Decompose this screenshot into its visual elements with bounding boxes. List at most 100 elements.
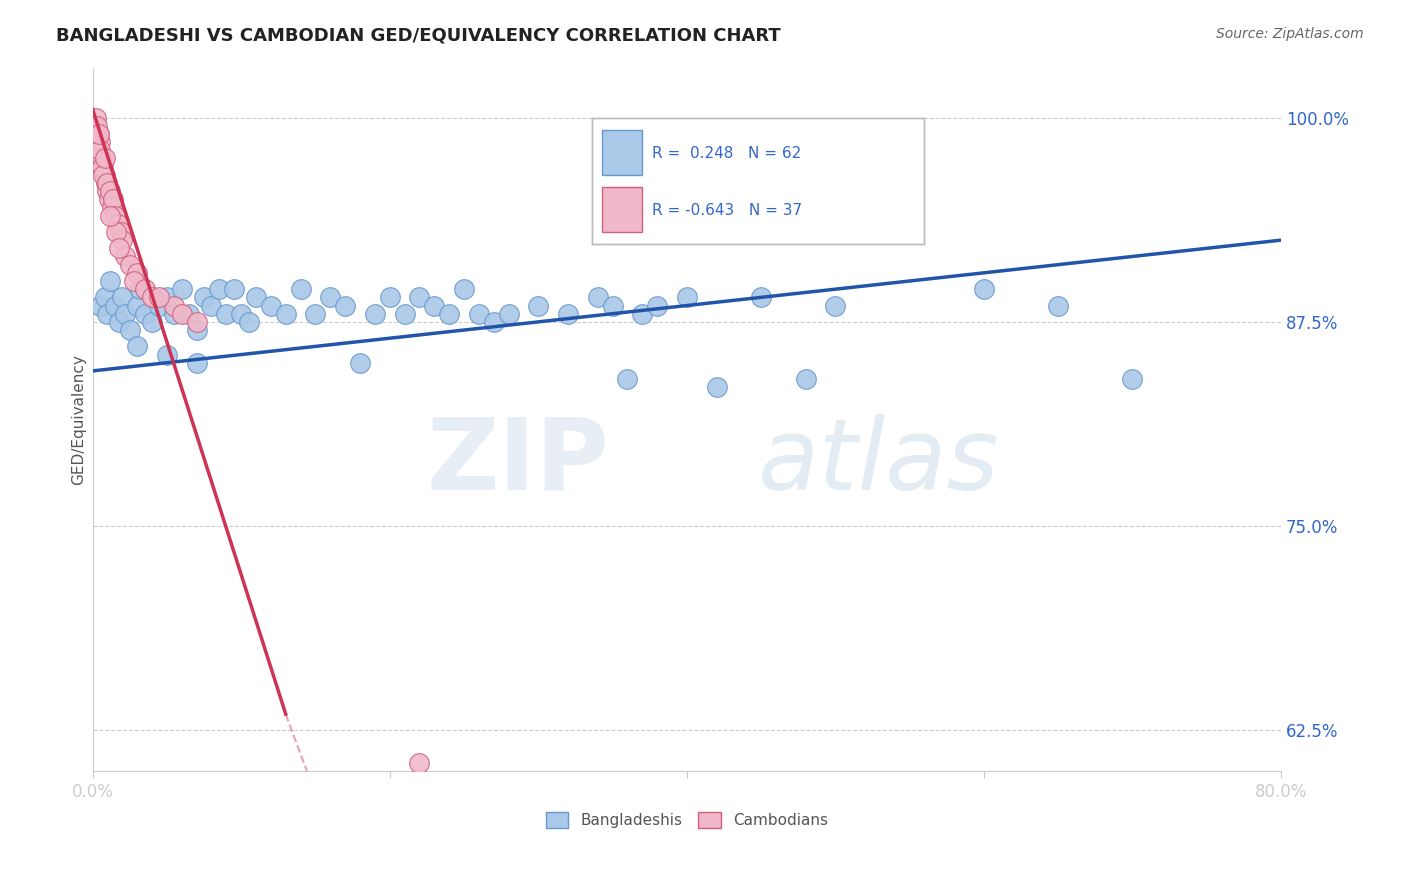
Point (108, 315, 131, 329)
Point (408, 756, 430, 771)
Point (468, 307, 491, 321)
Point (186, 323, 208, 337)
Point (163, 307, 186, 321)
Point (453, 282, 475, 296)
Point (96, 307, 118, 321)
Point (527, 299, 550, 313)
Point (179, 307, 201, 321)
Point (557, 307, 579, 321)
Point (93, 290, 115, 304)
Point (96, 176, 118, 190)
Point (586, 290, 609, 304)
Point (349, 356, 371, 370)
Point (602, 299, 624, 313)
Point (141, 290, 163, 304)
Point (127, 339, 149, 353)
Point (129, 282, 152, 296)
Point (200, 299, 222, 313)
Point (631, 307, 654, 321)
Point (89, 143, 111, 157)
Point (87, 127, 110, 141)
Point (111, 290, 134, 304)
Point (90, 160, 112, 174)
Point (378, 290, 401, 304)
Point (482, 315, 505, 329)
Point (134, 282, 156, 296)
Point (103, 192, 125, 206)
Point (134, 307, 156, 321)
Point (96, 184, 118, 198)
Point (93, 168, 115, 182)
Point (101, 201, 124, 215)
Point (141, 315, 163, 329)
Point (231, 307, 253, 321)
Point (675, 290, 697, 304)
Point (98, 192, 121, 206)
Point (364, 307, 387, 321)
Point (794, 372, 817, 386)
Point (274, 307, 297, 321)
Point (111, 233, 134, 247)
Point (706, 380, 728, 394)
Point (749, 290, 772, 304)
Point (127, 299, 149, 313)
Point (122, 274, 145, 288)
Text: Source: ZipAtlas.com: Source: ZipAtlas.com (1216, 27, 1364, 41)
Point (108, 241, 131, 255)
Point (127, 266, 149, 280)
Point (90, 152, 112, 166)
Point (104, 299, 127, 313)
Text: BANGLADESHI VS CAMBODIAN GED/EQUIVALENCY CORRELATION CHART: BANGLADESHI VS CAMBODIAN GED/EQUIVALENCY… (56, 27, 780, 45)
Point (91, 160, 114, 174)
Point (89, 135, 111, 149)
Y-axis label: GED/Equivalency: GED/Equivalency (72, 354, 86, 485)
Point (163, 299, 186, 313)
Point (304, 307, 326, 321)
Legend: Bangladeshis, Cambodians: Bangladeshis, Cambodians (540, 805, 834, 834)
Point (245, 290, 267, 304)
Point (973, 282, 995, 296)
Point (215, 307, 238, 321)
Point (110, 225, 132, 239)
Point (148, 299, 170, 313)
Point (170, 282, 193, 296)
Point (222, 282, 245, 296)
Point (260, 299, 283, 313)
Text: atlas: atlas (758, 414, 1000, 510)
Point (93, 152, 115, 166)
Point (100, 184, 122, 198)
Point (1047, 299, 1070, 313)
Point (319, 290, 342, 304)
Point (156, 347, 179, 361)
Point (105, 225, 128, 239)
Point (208, 282, 231, 296)
Point (170, 307, 193, 321)
Point (616, 372, 638, 386)
Point (94, 176, 117, 190)
Point (118, 258, 141, 272)
Point (193, 290, 215, 304)
Point (91, 168, 114, 182)
Point (290, 282, 312, 296)
Point (118, 323, 141, 337)
Point (87, 127, 110, 141)
Point (100, 274, 122, 288)
Point (645, 299, 668, 313)
Point (114, 307, 136, 321)
Point (89, 299, 111, 313)
Point (238, 315, 260, 329)
Point (86, 119, 108, 133)
Point (333, 299, 356, 313)
Point (114, 250, 136, 264)
Point (186, 315, 208, 329)
Point (156, 290, 179, 304)
Text: ZIP: ZIP (426, 414, 610, 510)
Point (498, 307, 520, 321)
Point (100, 209, 122, 223)
Point (148, 290, 170, 304)
Point (423, 299, 446, 313)
Point (84, 111, 107, 125)
Point (394, 307, 416, 321)
Point (408, 290, 430, 304)
Point (1121, 372, 1143, 386)
